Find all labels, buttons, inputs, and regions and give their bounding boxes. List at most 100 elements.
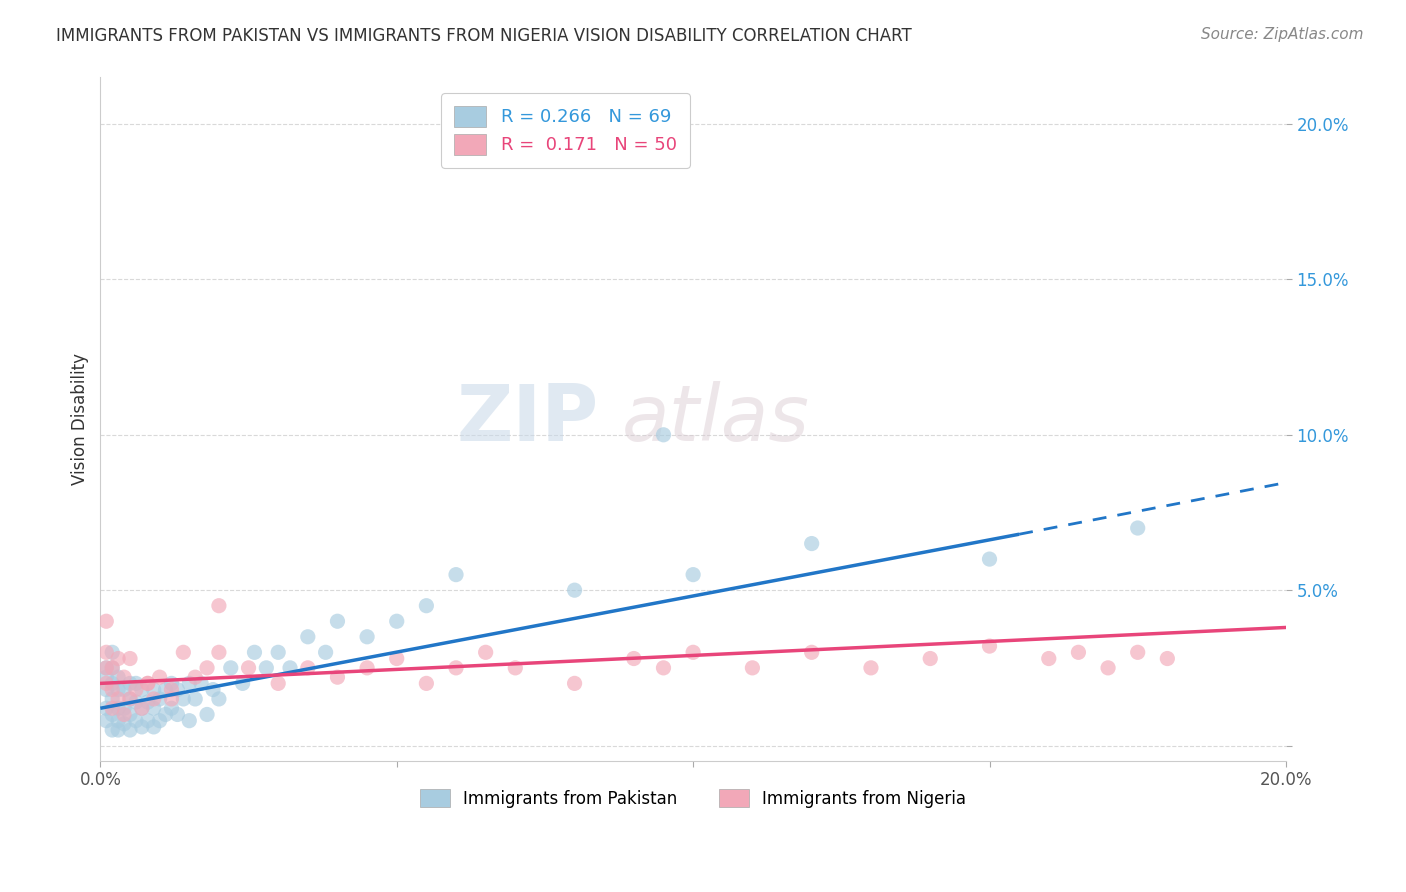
Point [315, 645, 337, 659]
Point [101, 723, 124, 737]
Point [112, 701, 135, 715]
Point [118, 676, 141, 690]
Point [118, 723, 141, 737]
Point [131, 720, 153, 734]
Point [101, 661, 124, 675]
Point [195, 661, 218, 675]
Point [195, 707, 218, 722]
Point [254, 661, 277, 675]
Point [160, 692, 183, 706]
Point [125, 682, 148, 697]
Point [474, 645, 496, 659]
Point [160, 701, 183, 715]
Point [118, 692, 141, 706]
Point [131, 701, 153, 715]
Point [96, 714, 118, 728]
Point [208, 692, 231, 706]
Point [160, 682, 183, 697]
Point [96, 661, 118, 675]
Text: Source: ZipAtlas.com: Source: ZipAtlas.com [1201, 27, 1364, 42]
Point [184, 692, 207, 706]
Point [96, 670, 118, 684]
Point [201, 682, 224, 697]
Text: IMMIGRANTS FROM PAKISTAN VS IMMIGRANTS FROM NIGERIA VISION DISABILITY CORRELATIO: IMMIGRANTS FROM PAKISTAN VS IMMIGRANTS F… [56, 27, 912, 45]
Point [326, 670, 349, 684]
Point [652, 661, 675, 675]
Point [155, 682, 177, 697]
Point [243, 645, 266, 659]
Point [859, 661, 882, 675]
Point [172, 692, 194, 706]
Point [741, 661, 763, 675]
Point [208, 599, 231, 613]
Point [101, 701, 124, 715]
Point [179, 714, 201, 728]
Point [131, 682, 153, 697]
Point [444, 567, 467, 582]
Point [1067, 645, 1090, 659]
Point [190, 676, 212, 690]
Point [96, 676, 118, 690]
Point [131, 701, 153, 715]
Point [96, 645, 118, 659]
Point [356, 630, 378, 644]
Point [107, 714, 129, 728]
Point [564, 676, 586, 690]
Point [800, 536, 823, 550]
Text: atlas: atlas [621, 381, 810, 458]
Point [385, 614, 408, 628]
Point [96, 614, 118, 628]
Point [142, 692, 165, 706]
Point [623, 651, 645, 665]
Point [118, 692, 141, 706]
Point [682, 645, 704, 659]
Point [107, 701, 129, 715]
Point [136, 676, 159, 690]
Point [1156, 651, 1178, 665]
Point [219, 661, 242, 675]
Point [101, 692, 124, 706]
Point [503, 661, 526, 675]
Point [1097, 661, 1119, 675]
Point [142, 720, 165, 734]
Legend: Immigrants from Pakistan, Immigrants from Nigeria: Immigrants from Pakistan, Immigrants fro… [413, 783, 973, 814]
Point [172, 645, 194, 659]
Point [107, 723, 129, 737]
Point [149, 670, 172, 684]
Point [101, 682, 124, 697]
Point [297, 630, 319, 644]
Y-axis label: Vision Disability: Vision Disability [72, 353, 89, 485]
Point [979, 552, 1001, 566]
Point [920, 651, 942, 665]
Point [107, 692, 129, 706]
Point [385, 651, 408, 665]
Point [96, 682, 118, 697]
Point [112, 670, 135, 684]
Point [1038, 651, 1060, 665]
Point [415, 599, 437, 613]
Point [356, 661, 378, 675]
Point [125, 676, 148, 690]
Point [112, 707, 135, 722]
Point [101, 676, 124, 690]
Point [136, 714, 159, 728]
Point [415, 676, 437, 690]
Point [682, 567, 704, 582]
Point [238, 661, 260, 675]
Point [96, 661, 118, 675]
Point [326, 614, 349, 628]
Point [125, 714, 148, 728]
Point [267, 676, 290, 690]
Point [1126, 521, 1149, 535]
Point [149, 714, 172, 728]
Point [125, 695, 148, 709]
Point [107, 682, 129, 697]
Point [142, 701, 165, 715]
Point [112, 716, 135, 731]
Point [118, 651, 141, 665]
Point [118, 707, 141, 722]
Point [96, 701, 118, 715]
Point [107, 670, 129, 684]
Point [112, 682, 135, 697]
Point [160, 676, 183, 690]
